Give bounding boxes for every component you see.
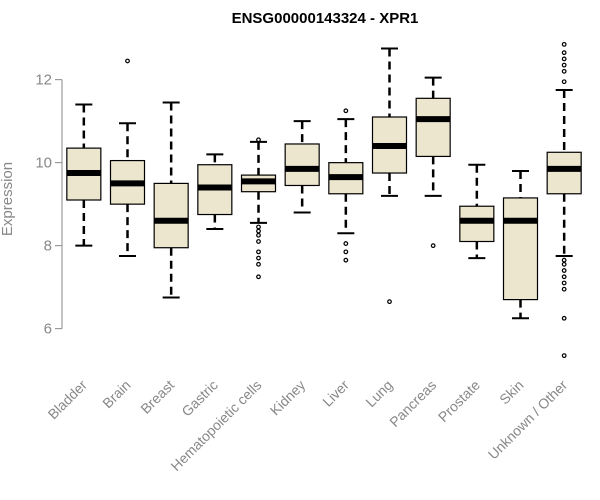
box-unknown-other	[546, 41, 582, 359]
box-iqr	[546, 151, 582, 195]
x-label-gastric: Gastric	[178, 377, 221, 420]
box-iqr	[502, 197, 539, 301]
box-hematopoietic-cells	[240, 137, 277, 280]
outlier-point	[256, 228, 261, 234]
y-tick-label-12: 12	[35, 72, 52, 89]
outlier-point	[256, 137, 261, 143]
outlier-point	[343, 241, 349, 246]
x-label-liver: Liver	[319, 377, 352, 410]
outlier-point	[561, 68, 567, 74]
y-axis-label: Expression	[0, 162, 16, 236]
x-label-unknown-other: Unknown / Other	[485, 377, 571, 463]
y-axis: 6 8 10 12	[35, 72, 63, 338]
outlier-point	[561, 353, 567, 359]
x-label-breast: Breast	[137, 377, 177, 417]
outlier-point	[561, 79, 567, 85]
outlier-point	[256, 232, 261, 238]
outlier-point	[256, 249, 261, 255]
x-label-lung: Lung	[362, 377, 395, 410]
y-tick-label-6: 6	[44, 321, 52, 338]
outlier-point	[561, 268, 567, 273]
box-skin	[502, 169, 539, 320]
outlier-point	[125, 58, 130, 64]
box-liver	[328, 108, 364, 263]
outlier-point	[561, 286, 567, 292]
outlier-point	[343, 108, 349, 114]
x-label-pancreas: Pancreas	[386, 377, 439, 430]
outlier-point	[561, 41, 567, 47]
box-bladder	[66, 103, 102, 247]
outlier-point	[256, 239, 261, 244]
outlier-point	[561, 261, 567, 267]
outlier-point	[561, 56, 567, 62]
box-pancreas	[415, 76, 451, 249]
x-label-prostate: Prostate	[435, 377, 483, 425]
x-label-skin: Skin	[496, 377, 527, 408]
outlier-point	[561, 315, 567, 321]
outlier-point	[561, 280, 567, 286]
outlier-point	[561, 257, 567, 263]
outlier-point	[256, 255, 261, 261]
boxes-group	[66, 41, 582, 359]
outlier-point	[561, 62, 567, 68]
box-lung	[371, 47, 408, 305]
chart-title: ENSG00000143324 - XPR1	[232, 10, 419, 27]
box-iqr	[153, 182, 189, 249]
box-kidney	[284, 120, 320, 214]
outlier-point	[561, 50, 567, 56]
outlier-point	[256, 274, 261, 280]
outlier-point	[256, 261, 261, 267]
x-label-brain: Brain	[99, 377, 133, 411]
box-prostate	[459, 163, 495, 260]
outlier-point	[256, 224, 261, 230]
outlier-point	[561, 274, 567, 280]
x-label-bladder: Bladder	[45, 377, 91, 423]
outlier-point	[343, 249, 349, 255]
y-tick-label-8: 8	[44, 238, 52, 255]
y-tick-label-10: 10	[35, 155, 52, 172]
outlier-point	[343, 257, 349, 263]
box-iqr	[459, 205, 495, 243]
box-iqr	[284, 143, 320, 187]
box-brain	[109, 58, 146, 258]
outlier-point	[430, 243, 436, 249]
box-breast	[153, 101, 189, 299]
outlier-point	[387, 299, 392, 305]
box-gastric	[197, 153, 233, 231]
x-label-kidney: Kidney	[267, 377, 309, 419]
box-iqr	[415, 97, 451, 158]
